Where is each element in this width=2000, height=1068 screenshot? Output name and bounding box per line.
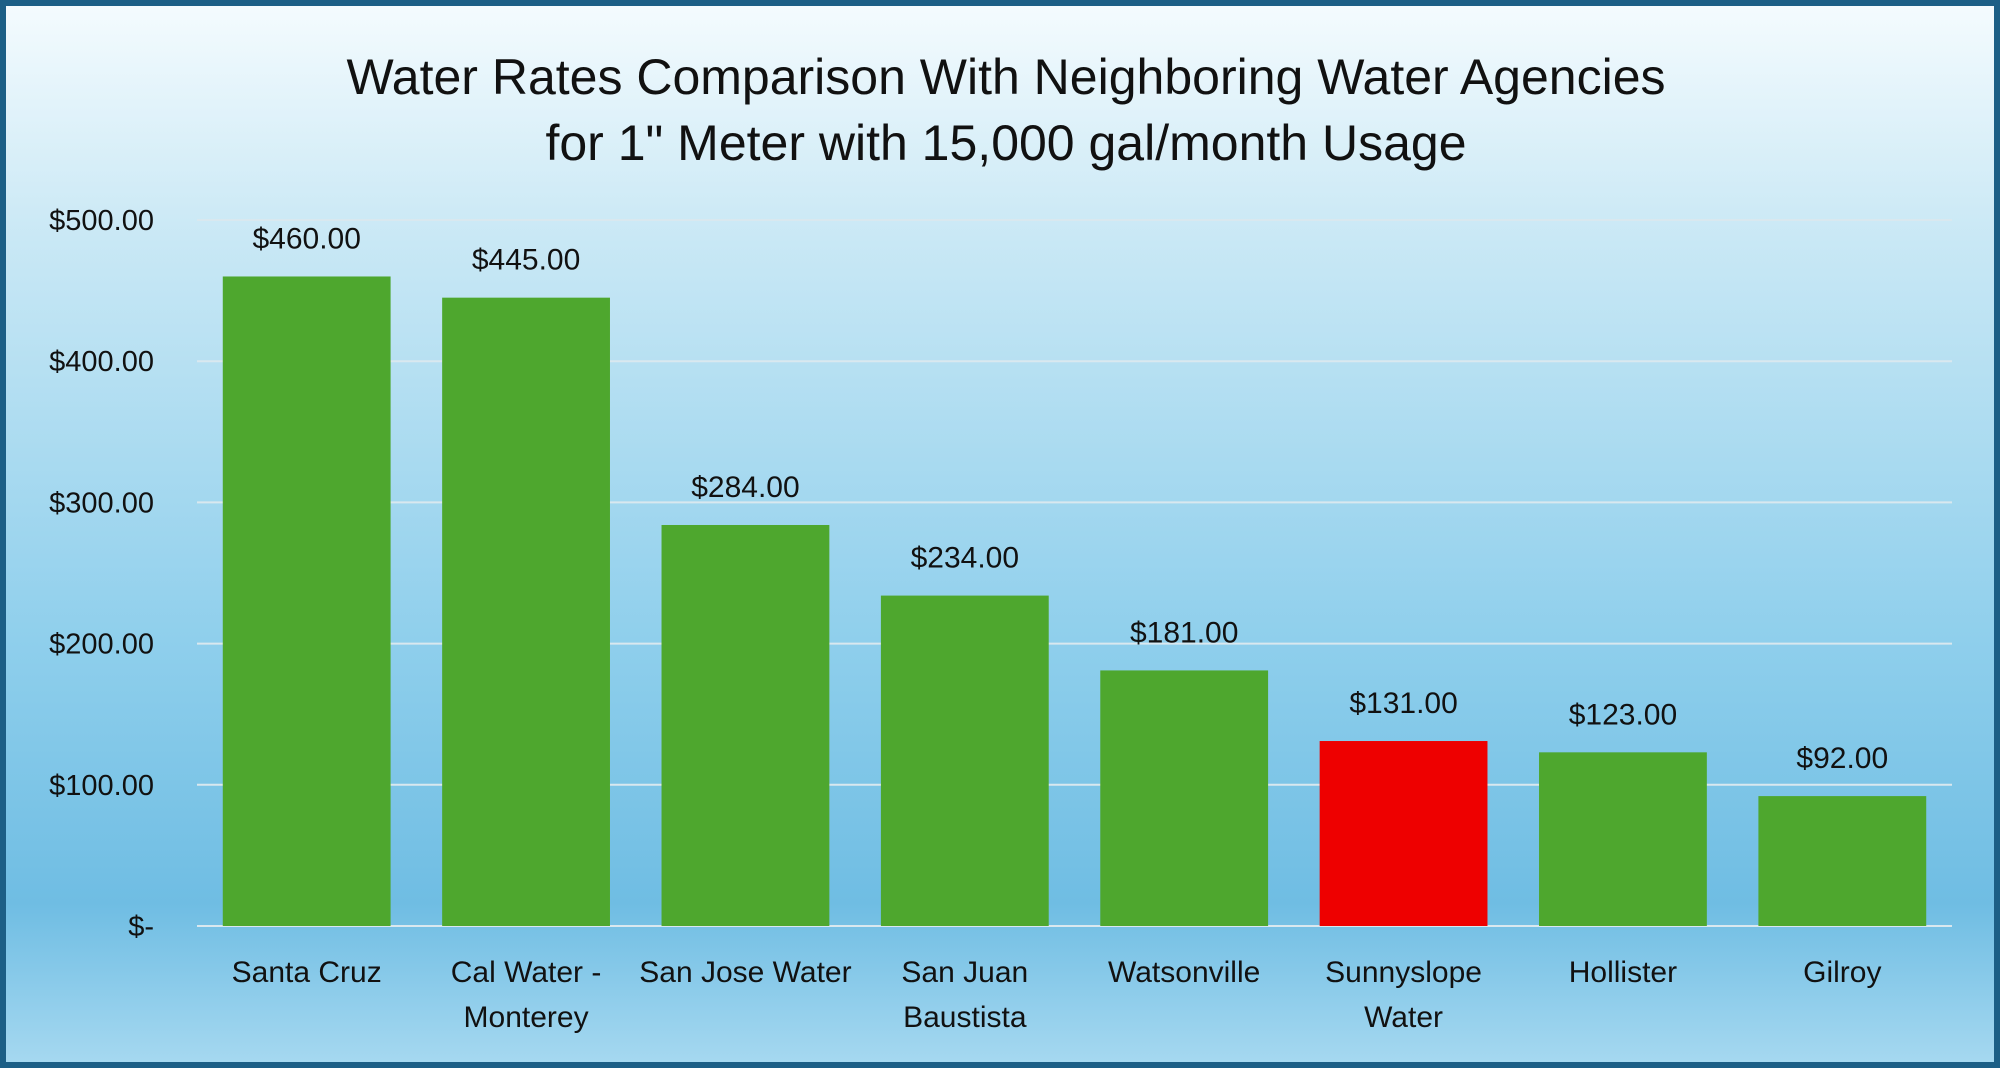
y-tick-label: $- bbox=[128, 911, 154, 943]
chart-title-line: Water Rates Comparison With Neighboring … bbox=[346, 49, 1666, 105]
y-tick-label: $200.00 bbox=[49, 629, 154, 661]
data-label: $460.00 bbox=[252, 222, 360, 255]
data-label: $445.00 bbox=[472, 244, 580, 277]
data-label: $234.00 bbox=[911, 542, 1019, 575]
x-tick-label: Cal Water - bbox=[451, 956, 602, 989]
bar bbox=[442, 297, 610, 926]
bars bbox=[222, 276, 1927, 927]
y-axis-ticks: $- $100.00 $200.00 $300.00 $400.00 $500.00 bbox=[49, 205, 154, 943]
data-label: $181.00 bbox=[1130, 616, 1238, 649]
y-tick-label: $500.00 bbox=[49, 205, 154, 237]
data-label: $92.00 bbox=[1796, 742, 1888, 775]
data-label: $284.00 bbox=[691, 471, 799, 504]
x-tick-label: Sunnyslope bbox=[1325, 956, 1482, 989]
bar bbox=[1539, 752, 1707, 926]
x-tick-label: Water bbox=[1364, 1001, 1443, 1034]
x-tick-label: Baustista bbox=[903, 1001, 1027, 1034]
bar bbox=[1758, 796, 1927, 926]
chart-title: Water Rates Comparison With Neighboring … bbox=[6, 44, 1994, 176]
chart-subtitle-line: for 1" Meter with 15,000 gal/month Usage bbox=[545, 115, 1467, 171]
x-tick-label: San Juan bbox=[901, 956, 1028, 989]
x-tick-label: Watsonville bbox=[1108, 956, 1260, 989]
bar bbox=[1319, 741, 1488, 926]
bar bbox=[661, 524, 830, 926]
x-axis-ticks: Santa Cruz Cal Water - Monterey San Jose Wa… bbox=[232, 956, 1882, 1034]
data-label: $123.00 bbox=[1569, 698, 1677, 731]
x-tick-label: Monterey bbox=[464, 1001, 589, 1034]
bar bbox=[222, 276, 391, 927]
y-tick-label: $100.00 bbox=[49, 770, 154, 802]
x-tick-label: Gilroy bbox=[1803, 956, 1881, 989]
y-tick-label: $300.00 bbox=[49, 487, 154, 519]
data-labels: $460.00 $445.00 $284.00 $234.00 $181.00 $131.… bbox=[252, 222, 1888, 775]
data-label: $131.00 bbox=[1349, 687, 1457, 720]
x-tick-label: San Jose Water bbox=[639, 956, 851, 989]
y-tick-label: $400.00 bbox=[49, 346, 154, 378]
x-tick-label: Hollister bbox=[1569, 956, 1677, 989]
bar bbox=[1100, 670, 1269, 926]
x-tick-label: Santa Cruz bbox=[232, 956, 382, 989]
bar bbox=[880, 595, 1049, 926]
